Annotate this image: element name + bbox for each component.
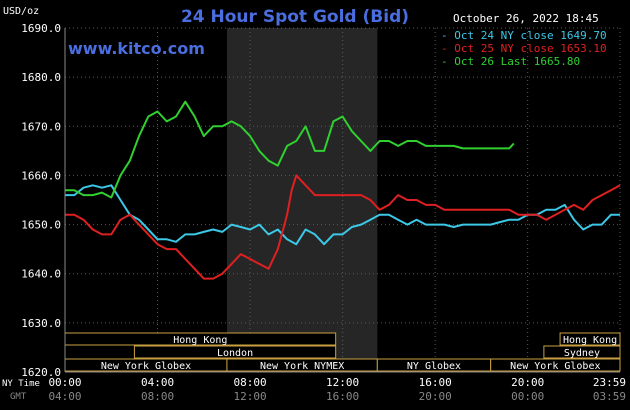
series-line (65, 100, 515, 199)
kitco-watermark: www.kitco.com (68, 39, 205, 58)
session-bar (559, 332, 621, 346)
gmt-time-tick: 16:00 (326, 390, 359, 403)
nymex-shaded-region (226, 28, 378, 372)
gmt-time-tick: 12:00 (234, 390, 267, 403)
session-bar (543, 345, 621, 359)
session-bar (133, 345, 337, 359)
gmt-time-tick: 00:00 (511, 390, 544, 403)
chart-series (65, 100, 621, 280)
ny-time-tick: 16:00 (419, 376, 452, 389)
market-sessions-bar: Hong Kong Hong Kong London Sydney New York G… (64, 332, 621, 372)
ny-time-tick: 12:00 (326, 376, 359, 389)
chart-title: 24 Hour Spot Gold (Bid) (181, 7, 409, 27)
session-label: New York Globex (510, 361, 600, 372)
session-label: New York NYMEX (260, 361, 344, 372)
series-line (65, 174, 621, 280)
session-label: NY Globex (407, 361, 461, 372)
session-label: Hong Kong (173, 335, 227, 346)
y-tick-label: 1630.0 (21, 317, 61, 330)
y-tick-label: 1640.0 (21, 268, 61, 281)
y-tick-label: 1690.0 (21, 22, 61, 35)
y-tick-label: 1620.0 (21, 366, 61, 379)
y-axis: 1620.0 1630.0 1640.0 1650.0 1660.0 1670.0 1680… (21, 22, 620, 379)
session-bar (490, 358, 621, 372)
ny-time-label: NY Time (2, 379, 40, 389)
gmt-label: GMT (10, 392, 27, 402)
session-label: Sydney (564, 348, 600, 359)
datetime-stamp: October 26, 2022 18:45 (453, 12, 599, 25)
legend-entry: - Oct 25 NY close 1653.10 (441, 42, 607, 55)
y-unit-label: USD/oz (3, 6, 39, 17)
x-axis: 00:0004:0004:0008:0008:0012:0012:0016:00… (48, 376, 626, 403)
ny-time-tick: 04:00 (141, 376, 174, 389)
ny-time-tick: 00:00 (48, 376, 81, 389)
y-tick-label: 1670.0 (21, 120, 61, 133)
session-label: Hong Kong (563, 335, 617, 346)
gmt-time-tick: 04:00 (48, 390, 81, 403)
legend-entry: - Oct 24 NY close 1649.70 (441, 29, 607, 42)
session-label: New York Globex (101, 361, 191, 372)
ny-time-tick: 23:59 (593, 376, 626, 389)
ny-time-tick: 20:00 (511, 376, 544, 389)
y-tick-label: 1660.0 (21, 169, 61, 182)
gmt-time-tick: 20:00 (419, 390, 452, 403)
gmt-time-tick: 03:59 (593, 390, 626, 403)
chart-legend: - Oct 24 NY close 1649.70- Oct 25 NY clo… (441, 29, 607, 68)
session-label: London (217, 348, 253, 359)
y-tick-label: 1650.0 (21, 219, 61, 232)
ny-time-tick: 08:00 (234, 376, 267, 389)
gmt-time-tick: 08:00 (141, 390, 174, 403)
legend-entry: - Oct 26 Last 1665.80 (441, 55, 580, 68)
y-tick-label: 1680.0 (21, 71, 61, 84)
